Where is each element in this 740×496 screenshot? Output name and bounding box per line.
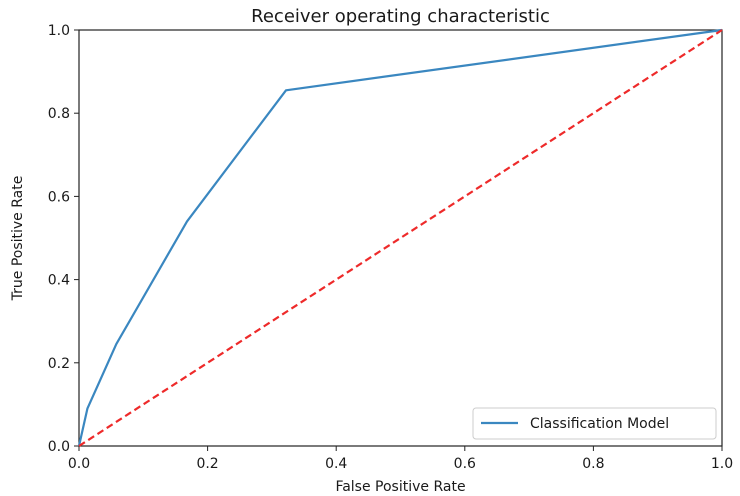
y-axis-ticks: 0.0 0.2 0.4 0.6 0.8 1.0 [48,23,79,455]
legend-label-classification-model: Classification Model [530,416,669,432]
y-axis-label: True Positive Rate [10,176,26,302]
legend: Classification Model [472,407,717,440]
x-tick-label: 0.2 [196,456,218,472]
series-layer [77,28,723,447]
series-line-classification-model [77,28,723,447]
legend-box [472,407,717,440]
y-tick-label: 0.6 [48,189,70,205]
x-tick-label: 0.6 [454,456,476,472]
chart-title: Receiver operating characteristic [251,6,550,27]
x-tick-label: 1.0 [711,456,733,472]
plot-frame [78,29,723,447]
y-tick-label: 0.0 [48,439,70,455]
plot-area [78,29,723,447]
x-tick-label: 0.4 [325,456,347,472]
y-tick-label: 0.8 [48,106,70,122]
x-axis-ticks: 0.0 0.2 0.4 0.6 0.8 1.0 [68,446,733,472]
y-tick-label: 0.2 [48,356,70,372]
series-line-diagonal-reference [78,29,723,447]
x-axis-label: False Positive Rate [335,479,465,495]
x-tick-label: 0.8 [582,456,604,472]
y-tick-label: 0.4 [48,273,70,289]
x-tick-label: 0.0 [68,456,90,472]
y-tick-label: 1.0 [48,23,70,39]
